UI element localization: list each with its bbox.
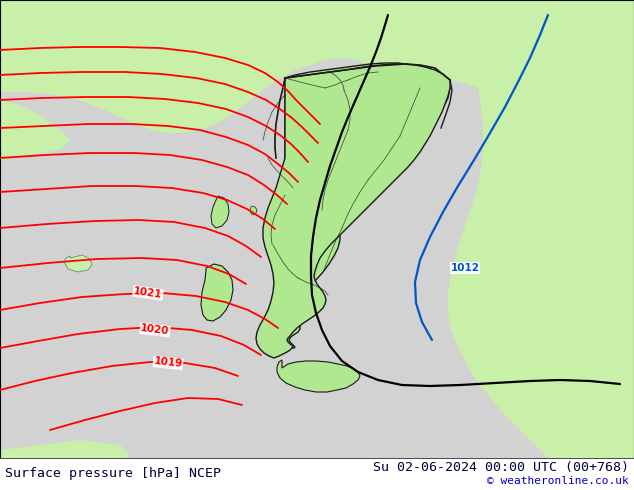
Polygon shape bbox=[64, 255, 92, 272]
Text: Su 02-06-2024 00:00 UTC (00+768): Su 02-06-2024 00:00 UTC (00+768) bbox=[373, 461, 629, 473]
Polygon shape bbox=[211, 196, 229, 228]
Text: 1012: 1012 bbox=[451, 263, 479, 273]
Polygon shape bbox=[0, 92, 70, 160]
Polygon shape bbox=[256, 64, 450, 358]
Polygon shape bbox=[448, 0, 634, 490]
Polygon shape bbox=[282, 63, 450, 348]
Polygon shape bbox=[201, 264, 233, 321]
Polygon shape bbox=[250, 206, 257, 215]
Text: 1021: 1021 bbox=[133, 286, 163, 300]
Text: 1019: 1019 bbox=[153, 357, 183, 369]
Polygon shape bbox=[277, 360, 360, 392]
Bar bbox=[0, 458, 634, 490]
Text: 1020: 1020 bbox=[140, 323, 170, 337]
Text: Surface pressure [hPa] NCEP: Surface pressure [hPa] NCEP bbox=[5, 466, 221, 480]
Polygon shape bbox=[0, 0, 634, 133]
Text: © weatheronline.co.uk: © weatheronline.co.uk bbox=[488, 476, 629, 486]
Polygon shape bbox=[0, 440, 130, 470]
